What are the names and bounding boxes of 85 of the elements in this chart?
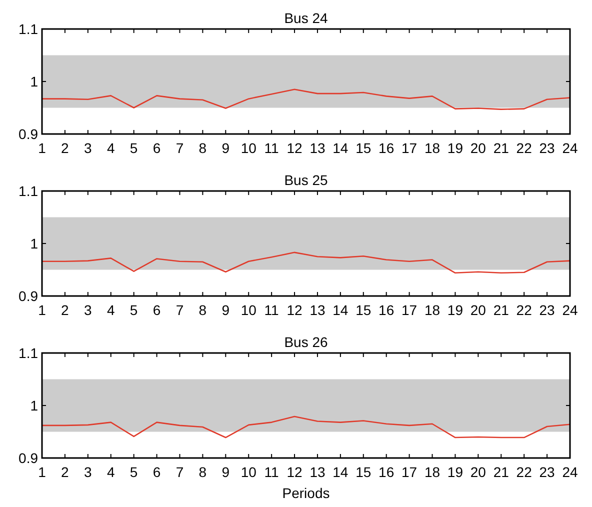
x-tick-label: 9 (222, 140, 230, 156)
x-tick-label: 21 (493, 464, 510, 480)
y-tick-label: 1.1 (18, 183, 38, 199)
x-tick-label: 5 (130, 464, 138, 480)
x-tick-label: 11 (264, 302, 280, 318)
x-tick-label: 7 (176, 140, 184, 156)
x-tick-label: 7 (176, 302, 184, 318)
x-tick-label: 24 (562, 302, 578, 318)
x-axis-title: Periods (282, 485, 330, 501)
x-tick-label: 22 (516, 464, 532, 480)
line-series (41, 88, 571, 110)
x-tick-label: 23 (539, 302, 556, 318)
x-tick-label: 7 (176, 464, 184, 480)
x-tick-label: 15 (356, 464, 372, 480)
x-tick-label: 6 (152, 302, 161, 318)
x-tick-label: 10 (240, 464, 257, 480)
x-tick-label: 24 (562, 464, 578, 480)
x-tick-label: 5 (130, 302, 138, 318)
x-tick-label: 2 (61, 464, 70, 480)
x-tick-label: 8 (198, 464, 207, 480)
x-tick-label: 21 (493, 302, 510, 318)
x-tick-label: 3 (84, 302, 92, 318)
x-tick-label: 14 (332, 464, 348, 480)
x-tick-label: 10 (240, 302, 257, 318)
line-series (41, 252, 571, 274)
chart-title: Bus 25 (284, 172, 328, 188)
x-tick-label: 21 (493, 140, 510, 156)
x-tick-label: 8 (198, 140, 207, 156)
x-tick-label: 13 (310, 464, 326, 480)
x-tick-label: 24 (562, 140, 578, 156)
x-tick-label: 18 (424, 302, 440, 318)
x-tick-label: 23 (539, 464, 556, 480)
y-tick-label: 1 (30, 398, 38, 414)
x-tick-label: 17 (402, 464, 418, 480)
x-tick-label: 3 (84, 464, 92, 480)
x-tick-label: 11 (264, 140, 280, 156)
x-tick-label: 14 (332, 140, 348, 156)
x-tick-label: 18 (424, 140, 440, 156)
x-tick-label: 15 (356, 140, 372, 156)
x-tick-label: 8 (198, 302, 207, 318)
x-tick-label: 16 (378, 302, 394, 318)
line-series (41, 416, 571, 438)
x-tick-label: 16 (378, 140, 394, 156)
x-tick-label: 19 (447, 302, 464, 318)
x-tick-label: 16 (378, 464, 394, 480)
x-tick-label: 17 (402, 140, 418, 156)
x-tick-label: 11 (264, 464, 280, 480)
x-tick-label: 20 (470, 140, 486, 156)
x-tick-label: 12 (286, 302, 303, 318)
x-tick-label: 19 (447, 140, 464, 156)
x-tick-label: 13 (310, 302, 326, 318)
x-tick-label: 18 (424, 464, 440, 480)
y-tick-label: 1 (30, 74, 38, 90)
x-tick-label: 4 (106, 302, 115, 318)
x-tick-label: 13 (310, 140, 326, 156)
x-tick-label: 22 (516, 302, 532, 318)
x-tick-label: 14 (332, 302, 348, 318)
y-tick-label: 1.1 (18, 345, 38, 361)
chart-title: Bus 26 (284, 334, 328, 350)
x-tick-label: 19 (447, 464, 464, 480)
x-tick-label: 5 (130, 140, 138, 156)
y-tick-label: 1 (30, 236, 38, 252)
chart-title: Bus 24 (284, 10, 328, 26)
x-tick-label: 12 (286, 140, 303, 156)
x-tick-label: 6 (152, 464, 161, 480)
x-tick-label: 6 (152, 140, 161, 156)
x-tick-label: 20 (470, 464, 486, 480)
x-tick-label: 4 (106, 464, 115, 480)
x-tick-label: 4 (106, 140, 115, 156)
x-tick-label: 23 (539, 140, 556, 156)
x-tick-label: 2 (61, 140, 70, 156)
x-tick-label: 2 (61, 302, 70, 318)
x-tick-label: 17 (402, 302, 418, 318)
x-tick-label: 12 (286, 464, 303, 480)
x-tick-label: 10 (240, 140, 257, 156)
x-tick-label: 9 (222, 302, 230, 318)
x-tick-label: 3 (84, 140, 92, 156)
x-tick-label: 22 (516, 140, 532, 156)
x-tick-label: 9 (222, 464, 230, 480)
y-tick-label: 0.9 (18, 126, 38, 142)
y-tick-label: 0.9 (18, 288, 38, 304)
y-tick-label: 1.1 (18, 21, 38, 37)
x-tick-label: 15 (356, 302, 372, 318)
x-tick-label: 20 (470, 302, 486, 318)
y-tick-label: 0.9 (18, 450, 38, 466)
